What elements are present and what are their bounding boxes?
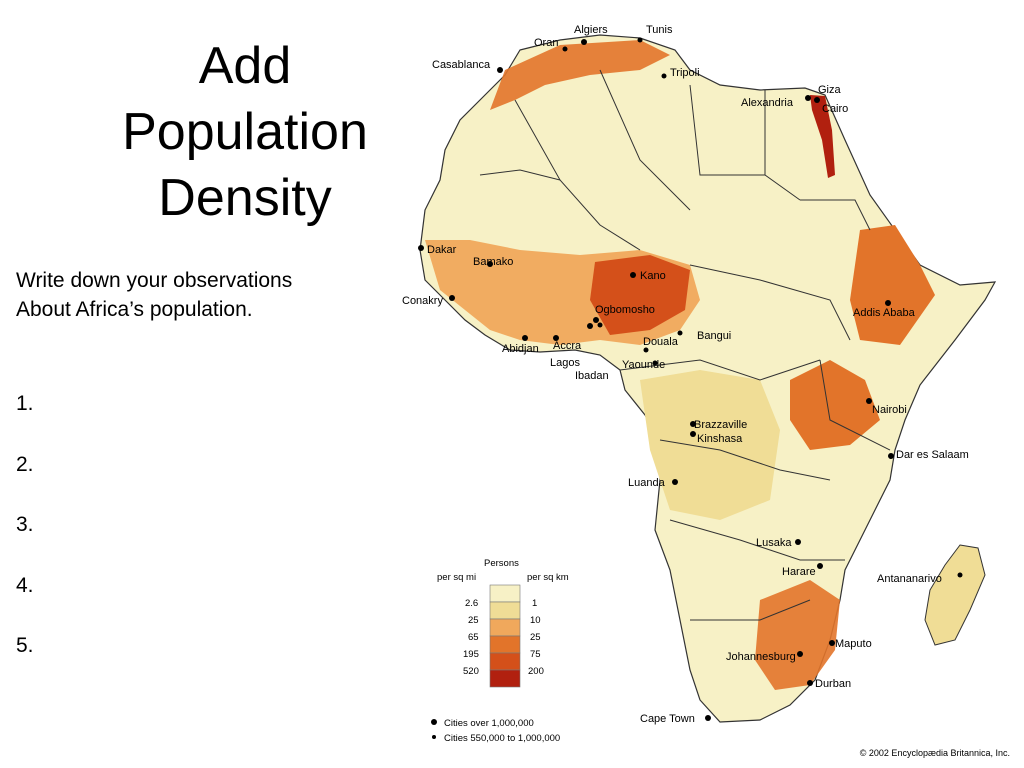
city-label-bamako: Bamako [473,256,513,268]
city-label-abidjan: Abidjan [502,343,539,355]
madagascar [924,544,986,646]
city-label-lagos: Lagos [550,357,580,369]
city-label-lusaka: Lusaka [756,537,792,549]
legend-left-value-5: 520 [463,666,479,677]
city-label-oran: Oran [534,37,558,49]
country-borders [479,69,891,621]
city-label-ogbomosho: Ogbomosho [595,304,655,316]
city-label-tunis: Tunis [646,24,673,36]
city-label-bangui: Bangui [697,330,731,342]
city-label-dar-es-salaam: Dar es Salaam [896,449,969,461]
city-label-giza: Giza [818,84,842,96]
slide-title: Add Population Density [85,33,405,231]
observation-item-5: 5. [16,634,34,657]
legend-right-value-5: 200 [528,666,544,677]
legend-left-value-1: 2.6 [465,598,478,609]
city-label-douala: Douala [643,336,679,348]
legend-swatch-4 [489,635,521,654]
title-line-2: Population [122,103,368,161]
observation-item-3: 3. [16,513,34,536]
density-zone-ethiopia [850,225,935,345]
observation-item-2: 2. [16,452,34,476]
legend-swatch-1 [489,584,521,603]
legend-title: Persons [484,558,519,569]
map-legend: Persons per sq mi per sq km 2.6 25 65 19… [431,558,569,744]
legend-marker-small [432,735,436,739]
city-label-durban: Durban [815,678,851,690]
legend-marker-small-label: Cities 550,000 to 1,000,000 [444,733,560,744]
city-label-addis-ababa: Addis Ababa [853,307,916,319]
city-label-alexandria: Alexandria [741,97,794,109]
city-label-accra: Accra [553,340,582,352]
legend-left-value-2: 25 [468,615,479,626]
legend-swatch-3 [489,618,521,637]
city-label-johannesburg: Johannesburg [726,651,796,663]
city-label-kano: Kano [640,270,666,282]
legend-swatch-5 [489,652,521,671]
city-label-maputo: Maputo [835,638,872,650]
density-zone-southeast [755,580,840,690]
instructions-line-2: About Africa’s population. [16,298,253,321]
legend-right-value-1: 1 [532,598,537,609]
density-zone-great-lakes [790,360,880,450]
city-label-luanda: Luanda [628,477,666,489]
city-label-cape-town: Cape Town [640,713,695,725]
legend-right-value-4: 75 [530,649,541,660]
legend-left-header: per sq mi [437,572,476,583]
city-label-dakar: Dakar [427,244,457,256]
city-label-algiers: Algiers [574,24,608,36]
copyright: © 2002 Encyclopædia Britannica, Inc. [859,748,1010,758]
city-label-cairo: Cairo [822,103,848,115]
observation-item-1: 1. [16,392,34,415]
title-line-3: Density [158,169,332,227]
city-labels: Algiers Tunis Oran Casablanca Tripoli Gi… [402,24,969,725]
city-label-harare: Harare [782,566,816,578]
observation-list: 1. 2. 3. 4. 5. [16,392,34,695]
city-label-casablanca: Casablanca [432,59,491,71]
city-label-tripoli: Tripoli [670,67,700,79]
city-label-nairobi: Nairobi [872,404,907,416]
city-label-kinshasa: Kinshasa [697,433,743,445]
legend-right-value-3: 25 [530,632,541,643]
density-zone-nile [810,95,835,178]
legend-right-value-2: 10 [530,615,541,626]
legend-left-value-4: 195 [463,649,479,660]
legend-swatch-2 [489,601,521,620]
observation-item-4: 4. [16,573,34,597]
legend-right-header: per sq km [527,572,569,583]
city-label-ibadan: Ibadan [575,370,609,382]
legend-marker-large-label: Cities over 1,000,000 [444,718,534,729]
city-label-antananarivo: Antananarivo [877,573,942,585]
city-label-brazzaville: Brazzaville [694,419,747,431]
instructions-line-1: Write down your observations [16,269,293,292]
city-markers [418,37,963,721]
title-line-1: Add [198,37,292,95]
density-zone-nigeria [590,255,690,335]
city-label-conakry: Conakry [402,295,443,307]
legend-marker-large [431,719,437,725]
density-zone-maghreb [490,40,670,110]
instructions: Write down your observations About Afric… [16,266,396,324]
city-label-yaounde: Yaounde [622,359,665,371]
legend-left-value-3: 65 [468,632,479,643]
legend-swatch-6 [489,669,521,688]
